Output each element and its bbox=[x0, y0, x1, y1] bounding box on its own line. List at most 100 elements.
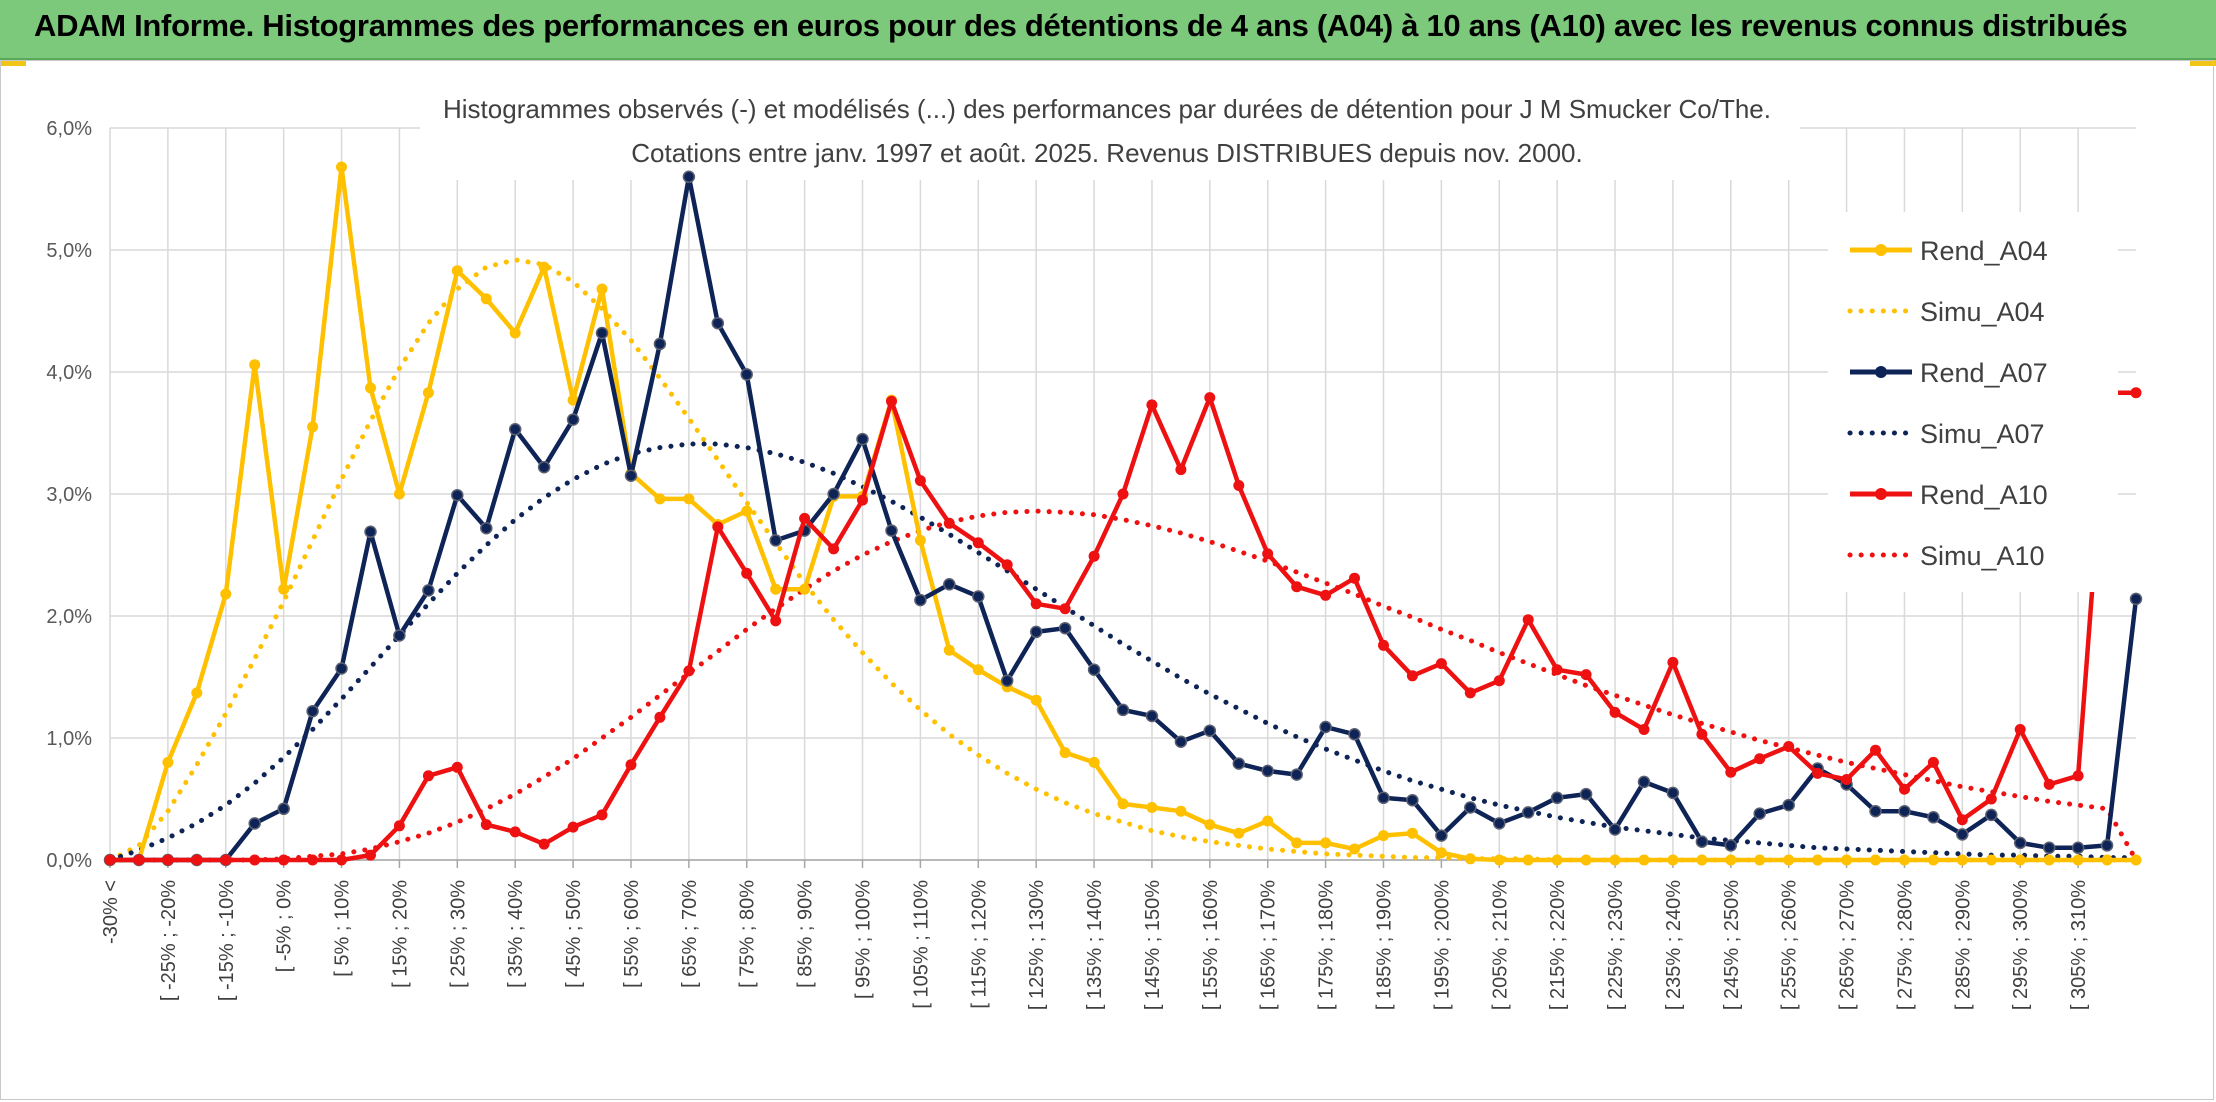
point-rend-a10 bbox=[1378, 639, 1389, 651]
point-rend-a04 bbox=[336, 161, 347, 173]
point-rend-a07 bbox=[1406, 793, 1419, 807]
point-rend-a10 bbox=[1001, 559, 1013, 571]
x-tick-label: [ 295% ; 300% bbox=[2010, 880, 2032, 1010]
point-rend-a04 bbox=[943, 644, 955, 656]
point-rend-a04 bbox=[1233, 827, 1245, 839]
point-rend-a10 bbox=[278, 854, 290, 866]
x-axis-ticks: -30% < [ -25% ; -20% [ -15% ; -10% [ -5% ; … bbox=[100, 880, 2090, 1010]
point-rend-a10 bbox=[567, 821, 579, 833]
point-rend-a07 bbox=[335, 662, 348, 675]
point-rend-a04 bbox=[770, 583, 782, 595]
point-rend-a10 bbox=[1927, 756, 1939, 768]
point-rend-a10 bbox=[886, 395, 897, 407]
x-tick-label: [ -25% ; -20% bbox=[158, 880, 180, 1001]
point-rend-a04 bbox=[1899, 854, 1910, 866]
point-rend-a04 bbox=[1030, 694, 1042, 706]
point-rend-a04 bbox=[1493, 854, 1505, 866]
point-rend-a07 bbox=[451, 488, 464, 502]
point-rend-a10 bbox=[914, 475, 926, 487]
point-rend-a10 bbox=[1059, 603, 1071, 615]
point-rend-a04 bbox=[1291, 837, 1303, 849]
point-rend-a10 bbox=[972, 537, 984, 549]
point-rend-a07 bbox=[1869, 804, 1882, 818]
series-line-simu-a10 bbox=[107, 508, 2139, 863]
x-tick-label: [ 85% ; 90% bbox=[795, 880, 817, 988]
y-tick-label: 5,0% bbox=[46, 240, 92, 262]
point-rend-a04 bbox=[1059, 747, 1071, 759]
point-rend-a07 bbox=[1927, 811, 1940, 824]
point-rend-a10 bbox=[1522, 614, 1534, 626]
point-rend-a10 bbox=[1841, 774, 1853, 785]
x-tick-label: [ 225% ; 230% bbox=[1605, 880, 1627, 1010]
point-rend-a04 bbox=[422, 387, 434, 399]
point-rend-a10 bbox=[1291, 581, 1303, 593]
point-rend-a04 bbox=[1175, 805, 1187, 817]
point-rend-a10 bbox=[365, 849, 376, 861]
x-tick-label: [ 255% ; 260% bbox=[1779, 880, 1801, 1010]
point-rend-a07 bbox=[1087, 663, 1101, 676]
point-rend-a10 bbox=[1088, 550, 1100, 562]
point-rend-a04 bbox=[741, 505, 753, 517]
point-rend-a07 bbox=[1000, 674, 1014, 687]
point-rend-a04 bbox=[1435, 847, 1447, 859]
x-tick-label: [ 305% ; 310% bbox=[2068, 880, 2090, 1010]
point-rend-a10 bbox=[1899, 783, 1910, 795]
x-tick-label: [ 105% ; 110% bbox=[910, 880, 932, 1009]
point-rend-a04 bbox=[1870, 854, 1881, 866]
point-rend-a04 bbox=[2043, 854, 2055, 866]
point-rend-a04 bbox=[1609, 854, 1621, 866]
point-rend-a07 bbox=[1174, 735, 1188, 748]
point-rend-a07 bbox=[653, 337, 667, 351]
x-tick-label: [ 115% ; 120% bbox=[968, 880, 990, 1009]
point-rend-a07 bbox=[1666, 786, 1680, 800]
x-tick-label: -30% < bbox=[100, 880, 122, 944]
point-rend-a04 bbox=[1522, 854, 1534, 866]
point-rend-a04 bbox=[1406, 827, 1418, 839]
point-rend-a10 bbox=[2043, 778, 2055, 790]
legend-label: Rend_A07 bbox=[1920, 358, 2048, 388]
point-rend-a07 bbox=[1637, 775, 1651, 789]
legend-label: Rend_A04 bbox=[1920, 236, 2048, 266]
point-rend-a04 bbox=[509, 327, 521, 339]
point-rend-a10 bbox=[1783, 741, 1795, 752]
point-rend-a10 bbox=[1146, 399, 1158, 411]
point-rend-a10 bbox=[596, 809, 608, 821]
point-rend-a07 bbox=[740, 368, 753, 381]
point-rend-a07 bbox=[2100, 839, 2114, 852]
point-rend-a04 bbox=[972, 664, 984, 676]
point-rend-a04 bbox=[1262, 815, 1274, 827]
point-rend-a10 bbox=[1696, 728, 1708, 740]
point-rend-a04 bbox=[2101, 854, 2113, 866]
point-rend-a07 bbox=[711, 316, 725, 330]
x-tick-label: [ 125% ; 130% bbox=[1026, 880, 1048, 1010]
x-tick-label: [ 195% ; 200% bbox=[1431, 880, 1453, 1010]
x-tick-label: [ -15% ; -10% bbox=[216, 880, 238, 1001]
point-rend-a10 bbox=[799, 512, 811, 524]
point-rend-a07 bbox=[1608, 823, 1622, 836]
point-rend-a04 bbox=[1349, 843, 1360, 855]
y-tick-label: 6,0% bbox=[46, 118, 92, 140]
point-rend-a04 bbox=[1551, 854, 1563, 866]
point-rend-a10 bbox=[538, 838, 550, 850]
point-rend-a04 bbox=[307, 421, 319, 433]
point-rend-a07 bbox=[1203, 724, 1217, 737]
point-rend-a04 bbox=[2072, 854, 2084, 866]
x-tick-label: [ 175% ; 180% bbox=[1316, 880, 1338, 1010]
point-rend-a10 bbox=[191, 854, 203, 866]
point-rend-a10 bbox=[741, 567, 753, 579]
point-rend-a04 bbox=[2014, 854, 2026, 866]
legend-marker bbox=[1875, 366, 1887, 378]
point-rend-a07 bbox=[480, 521, 493, 535]
y-tick-label: 3,0% bbox=[46, 484, 92, 506]
point-rend-a07 bbox=[1956, 828, 1969, 841]
point-rend-a10 bbox=[220, 854, 232, 866]
point-rend-a07 bbox=[422, 584, 435, 597]
y-tick-label: 0,0% bbox=[46, 850, 92, 872]
point-rend-a07 bbox=[1435, 829, 1448, 842]
point-rend-a07 bbox=[1348, 728, 1361, 741]
point-rend-a04 bbox=[799, 583, 811, 595]
point-rend-a04 bbox=[191, 687, 203, 699]
point-rend-a07 bbox=[1145, 709, 1159, 723]
